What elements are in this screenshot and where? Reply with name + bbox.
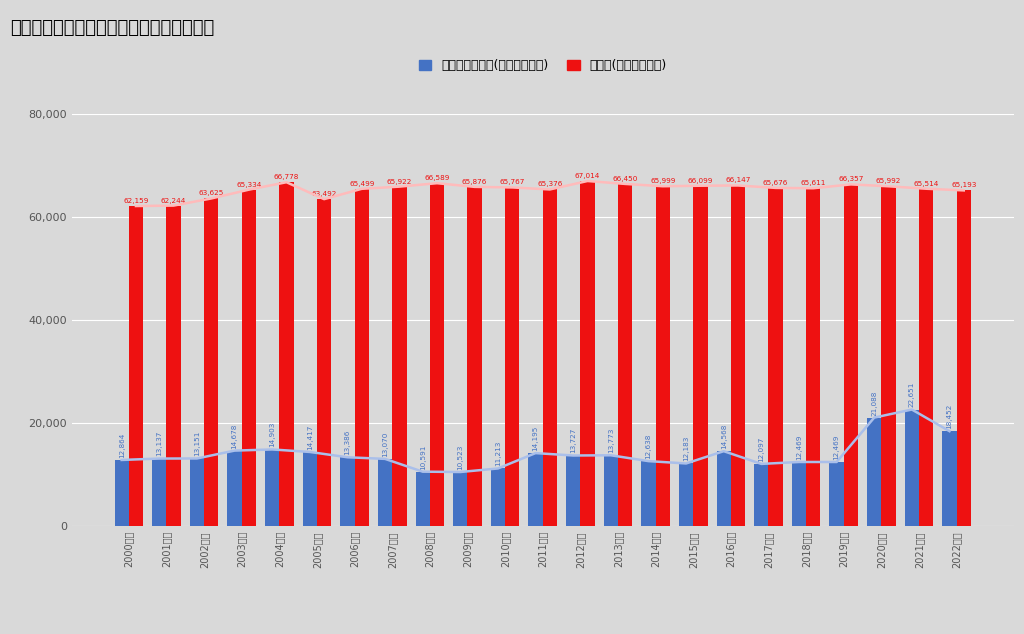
Text: 67,014: 67,014 xyxy=(574,173,600,179)
Text: 東海大学の経常費等補助金と人件費の推移: 東海大学の経常費等補助金と人件費の推移 xyxy=(10,19,214,37)
Bar xyxy=(679,463,693,526)
Bar xyxy=(354,189,369,526)
Text: 66,147: 66,147 xyxy=(725,178,751,183)
Text: 65,499: 65,499 xyxy=(349,181,375,187)
Bar xyxy=(717,451,731,526)
Text: 65,922: 65,922 xyxy=(387,179,412,184)
Bar xyxy=(867,418,882,526)
Bar xyxy=(792,462,806,526)
Text: 66,099: 66,099 xyxy=(688,178,713,184)
Text: 12,097: 12,097 xyxy=(759,436,764,462)
Text: 65,611: 65,611 xyxy=(801,180,826,186)
Text: 22,651: 22,651 xyxy=(909,382,914,408)
Text: 65,334: 65,334 xyxy=(237,181,261,188)
Bar xyxy=(129,206,143,526)
Text: 12,638: 12,638 xyxy=(645,434,651,459)
Text: 13,727: 13,727 xyxy=(570,428,577,453)
Text: 66,450: 66,450 xyxy=(612,176,638,182)
Bar xyxy=(340,457,354,526)
Bar xyxy=(490,469,505,526)
Text: 66,589: 66,589 xyxy=(424,175,450,181)
Bar xyxy=(204,198,218,526)
Text: 65,876: 65,876 xyxy=(462,179,487,185)
Bar xyxy=(189,458,204,526)
Bar xyxy=(280,182,294,526)
Bar xyxy=(641,461,655,526)
Text: 63,492: 63,492 xyxy=(311,191,337,197)
Bar xyxy=(768,188,782,526)
Bar xyxy=(392,186,407,526)
Text: 10,591: 10,591 xyxy=(420,444,426,470)
Text: 65,767: 65,767 xyxy=(500,179,525,185)
Bar xyxy=(617,184,632,526)
Bar xyxy=(604,455,617,526)
Bar xyxy=(378,459,392,526)
Bar xyxy=(430,183,444,526)
Bar xyxy=(655,186,670,526)
Bar xyxy=(755,464,768,526)
Text: 13,151: 13,151 xyxy=(194,431,200,456)
Text: 13,070: 13,070 xyxy=(382,432,388,457)
Bar xyxy=(303,452,317,526)
Text: 13,386: 13,386 xyxy=(344,430,350,455)
Text: 14,568: 14,568 xyxy=(721,424,727,449)
Legend: 経常費等補助金(単位：百万円), 人件費(単位：百万円): 経常費等補助金(単位：百万円), 人件費(単位：百万円) xyxy=(414,55,672,77)
Bar xyxy=(956,190,971,526)
Bar xyxy=(566,455,581,526)
Bar xyxy=(227,451,242,526)
Text: 14,903: 14,903 xyxy=(269,422,275,448)
Text: 65,999: 65,999 xyxy=(650,178,676,184)
Text: 12,864: 12,864 xyxy=(119,432,125,458)
Text: 12,469: 12,469 xyxy=(796,434,802,460)
Text: 18,452: 18,452 xyxy=(946,404,952,429)
Bar xyxy=(115,460,129,526)
Text: 10,523: 10,523 xyxy=(458,444,463,470)
Text: 13,137: 13,137 xyxy=(157,431,162,456)
Text: 63,625: 63,625 xyxy=(199,190,224,197)
Text: 65,992: 65,992 xyxy=(876,178,901,184)
Text: 62,244: 62,244 xyxy=(161,198,186,204)
Text: 66,357: 66,357 xyxy=(839,176,863,183)
Text: 21,088: 21,088 xyxy=(871,390,878,415)
Bar xyxy=(317,199,331,526)
Bar xyxy=(265,450,280,526)
Bar xyxy=(468,187,481,526)
Bar xyxy=(242,190,256,526)
Bar xyxy=(882,186,896,526)
Text: 65,193: 65,193 xyxy=(951,183,977,188)
Bar xyxy=(844,184,858,526)
Bar xyxy=(505,188,519,526)
Text: 12,469: 12,469 xyxy=(834,434,840,460)
Bar xyxy=(693,186,708,526)
Bar xyxy=(454,472,468,526)
Text: 66,778: 66,778 xyxy=(273,174,299,180)
Text: 65,514: 65,514 xyxy=(913,181,939,186)
Bar xyxy=(905,410,919,526)
Bar xyxy=(581,181,595,526)
Bar xyxy=(806,188,820,526)
Bar xyxy=(167,205,180,526)
Bar xyxy=(942,431,956,526)
Text: 12,183: 12,183 xyxy=(683,436,689,462)
Bar xyxy=(153,458,167,526)
Text: 13,773: 13,773 xyxy=(608,428,613,453)
Text: 11,213: 11,213 xyxy=(495,441,501,467)
Text: 65,376: 65,376 xyxy=(538,181,562,188)
Bar xyxy=(829,462,844,526)
Text: 14,678: 14,678 xyxy=(231,423,238,448)
Bar xyxy=(919,189,933,526)
Text: 65,676: 65,676 xyxy=(763,180,788,186)
Text: 14,417: 14,417 xyxy=(307,425,312,450)
Text: 14,195: 14,195 xyxy=(532,425,539,451)
Bar xyxy=(543,190,557,526)
Text: 62,159: 62,159 xyxy=(123,198,148,204)
Bar xyxy=(528,453,543,526)
Bar xyxy=(731,186,745,526)
Bar xyxy=(416,472,430,526)
